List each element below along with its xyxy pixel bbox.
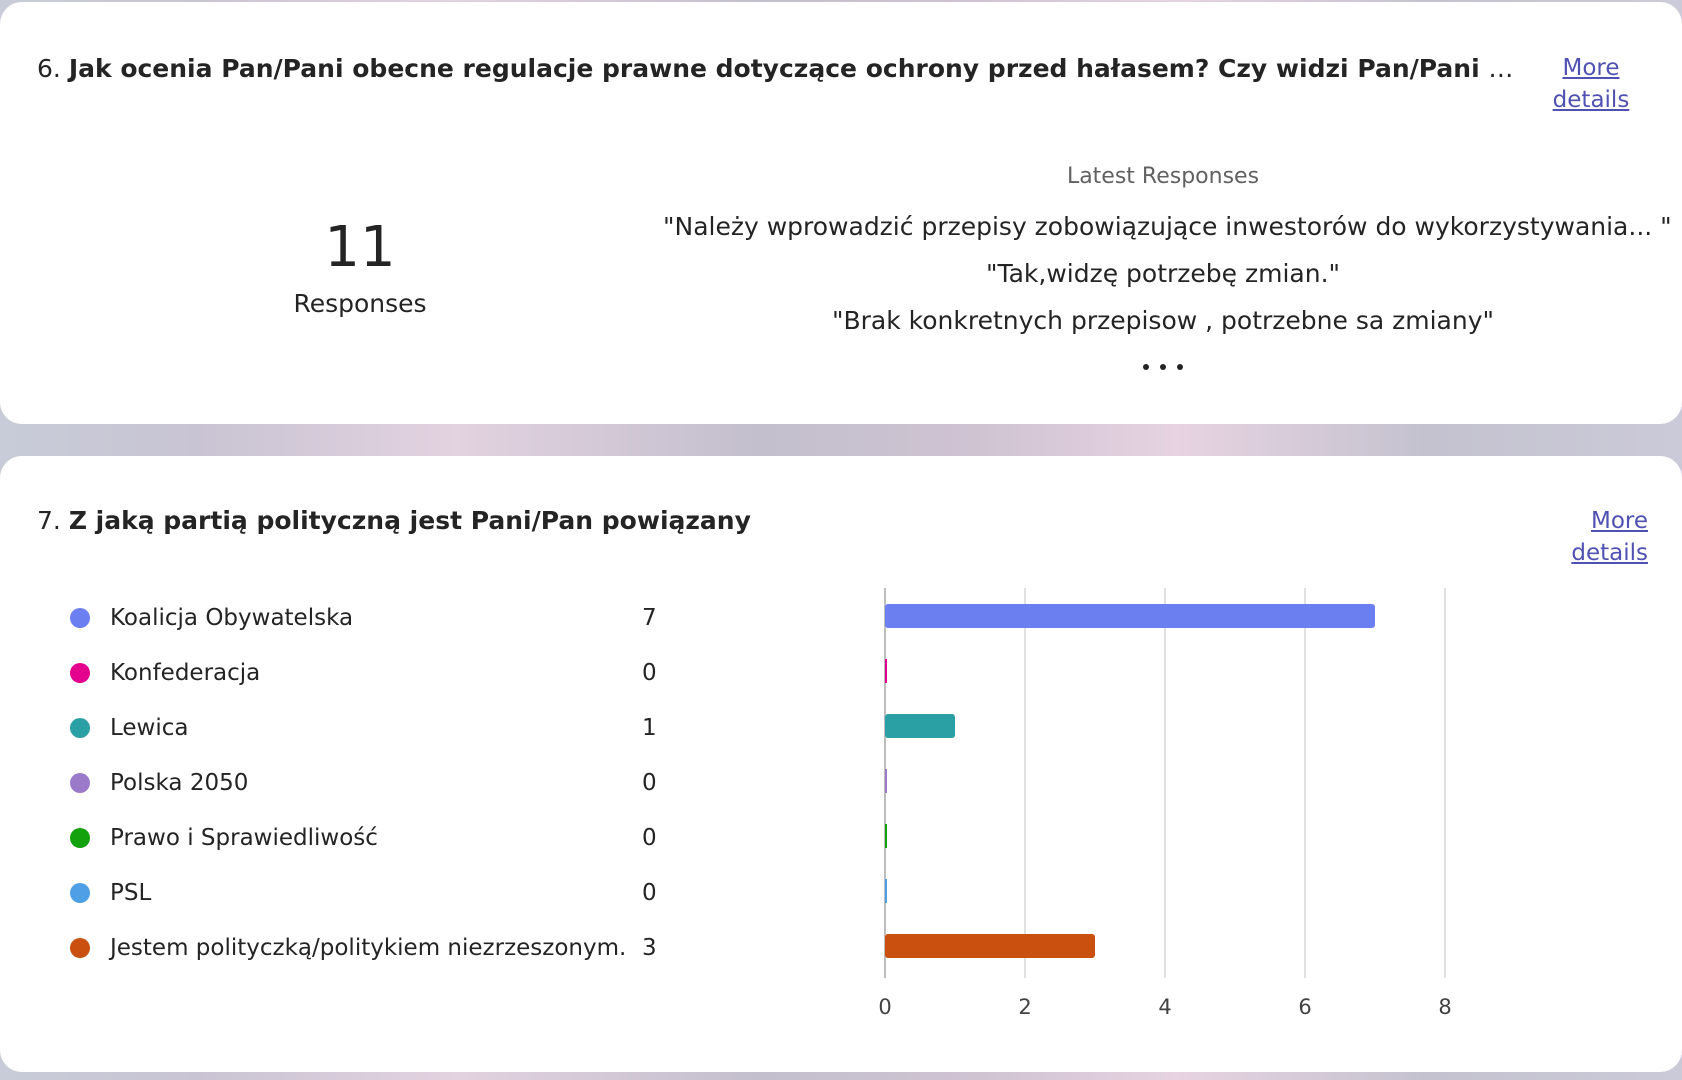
bar-6[interactable] [885,934,1095,958]
response-count: 11 [324,215,396,280]
legend-count: 0 [642,880,657,906]
legend-count: 1 [642,715,657,741]
legend-item-lewica: Lewica 1 [70,711,670,745]
question-6-number: 6. [37,54,61,83]
legend-label: Koalicja Obywatelska [110,605,354,631]
more-responses-ellipsis-icon[interactable] [1143,364,1183,372]
question-6-more-details-link[interactable]: More details [1552,55,1630,113]
legend-swatch [70,663,90,683]
legend-count: 7 [642,605,657,631]
question-6-card: 6. Jak ocenia Pan/Pani obecne regulacje … [0,2,1682,424]
question-7-title: 7. Z jaką partią polityczną jest Pani/Pa… [37,505,1337,537]
legend-item-polska-2050: Polska 2050 0 [70,766,670,800]
legend-swatch [70,608,90,628]
question-7-card: 7. Z jaką partią polityczną jest Pani/Pa… [0,456,1682,1072]
x-tick-label: 8 [1438,995,1451,1019]
bar-3[interactable] [885,769,887,793]
legend-item-psl: PSL 0 [70,876,670,910]
x-tick-label: 6 [1298,995,1311,1019]
legend-label: Prawo i Sprawiedliwość [110,825,378,851]
legend-item-prawo-i-sprawiedliwosc: Prawo i Sprawiedliwość 0 [70,821,670,855]
latest-responses-title: Latest Responses [1066,164,1260,189]
legend-label: Lewica [110,715,189,741]
bar-5[interactable] [885,879,887,903]
bar-0[interactable] [885,604,1375,628]
legend-swatch [70,883,90,903]
response-count-label: Responses [293,289,427,318]
legend-label: PSL [110,880,152,906]
latest-response-item: "Tak,widzę potrzebę zmian." [985,259,1341,288]
legend-swatch [70,718,90,738]
bar-1[interactable] [885,659,887,683]
legend-count: 3 [642,935,657,961]
legend-item-koalicja-obywatelska: Koalicja Obywatelska 7 [70,601,670,635]
legend-label: Konfederacja [110,660,261,686]
legend-swatch [70,938,90,958]
legend-label: Jestem polityczką/politykiem niezrzeszon… [110,935,627,961]
x-tick-label: 4 [1158,995,1171,1019]
legend-swatch [70,828,90,848]
latest-response-item: "Należy wprowadzić przepisy zobowiązując… [663,212,1672,241]
question-7-more-details-link[interactable]: More details [1571,508,1648,566]
legend-swatch [70,773,90,793]
legend-count: 0 [642,660,657,686]
question-7-text: Z jaką partią polityczną jest Pani/Pan p… [68,506,751,535]
x-tick-label: 2 [1018,995,1031,1019]
x-tick-label: 0 [878,995,891,1019]
question-7-number: 7. [37,506,61,535]
legend-item-niezrzeszony: Jestem polityczką/politykiem niezrzeszon… [70,931,670,965]
legend-label: Polska 2050 [110,770,249,796]
bar-4[interactable] [885,824,887,848]
question-6-text: Jak ocenia Pan/Pani obecne regulacje pra… [68,54,1517,83]
latest-response-item: "Brak konkretnych przepisow , potrzebne … [832,306,1494,335]
legend-count: 0 [642,770,657,796]
legend-item-konfederacja: Konfederacja 0 [70,656,670,690]
bar-2[interactable] [885,714,955,738]
legend-count: 0 [642,825,657,851]
bar-chart: 0 2 4 6 8 [878,588,1452,1019]
question-6-title: 6. Jak ocenia Pan/Pani obecne regulacje … [37,53,1517,85]
